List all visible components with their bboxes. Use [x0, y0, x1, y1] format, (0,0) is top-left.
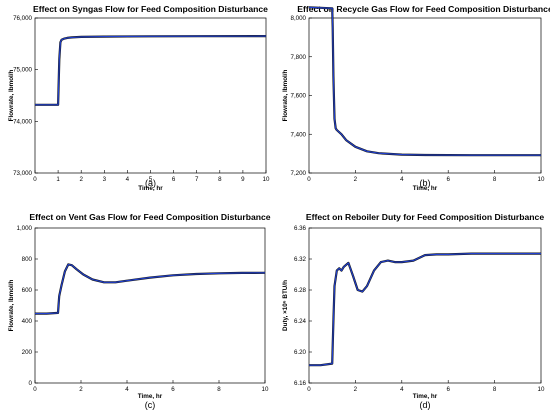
x-tick-label: 0 [307, 386, 311, 393]
y-tick-label: 200 [22, 349, 33, 356]
x-axis-label: Time, hr [138, 393, 163, 400]
series-line-outline [309, 252, 541, 367]
y-tick-label: 0 [29, 380, 33, 387]
x-tick-label: 6 [446, 176, 450, 183]
y-tick-label: 8,000 [291, 15, 307, 22]
panel-label: (d) [420, 400, 431, 410]
chart-title: Effect on Vent Gas Flow for Feed Composi… [29, 212, 270, 222]
x-tick-label: 6 [172, 176, 176, 183]
x-tick-label: 4 [400, 176, 404, 183]
x-tick-label: 8 [217, 386, 221, 393]
chart-title: Effect on Recycle Gas Flow for Feed Comp… [297, 4, 550, 14]
x-tick-label: 8 [218, 176, 222, 183]
y-tick-label: 7,400 [291, 131, 307, 138]
series-line [308, 6, 541, 156]
x-axis-label: Time, hr [413, 185, 438, 192]
x-tick-label: 8 [493, 386, 497, 393]
plot-frame [308, 227, 542, 384]
chart-title: Effect on Reboiler Duty for Feed Composi… [306, 212, 544, 222]
series-line [35, 35, 267, 106]
x-axis-label: Time, hr [138, 185, 163, 192]
plot-frame [34, 227, 266, 384]
y-tick-label: 74,000 [13, 118, 32, 125]
y-tick-label: 6.24 [294, 318, 307, 325]
x-tick-label: 10 [538, 386, 545, 393]
x-tick-label: 8 [493, 176, 497, 183]
x-tick-label: 2 [354, 386, 358, 393]
x-tick-label: 9 [241, 176, 245, 183]
y-tick-label: 75,000 [13, 67, 32, 74]
x-tick-label: 2 [79, 176, 83, 183]
y-tick-label: 6.32 [294, 256, 307, 263]
series-line [35, 263, 266, 315]
x-tick-label: 5 [149, 176, 153, 183]
panel-label: (a) [145, 178, 156, 188]
y-tick-label: 6.28 [294, 287, 307, 294]
x-tick-label: 2 [354, 176, 358, 183]
panel-label: (b) [420, 178, 431, 188]
y-tick-label: 600 [22, 287, 33, 294]
x-tick-label: 10 [262, 386, 269, 393]
x-tick-label: 0 [33, 386, 37, 393]
series-line-outline [35, 263, 266, 315]
x-tick-label: 4 [126, 176, 130, 183]
x-tick-label: 6 [446, 386, 450, 393]
y-tick-label: 73,000 [13, 170, 32, 177]
series-line [309, 253, 541, 366]
y-tick-label: 800 [22, 256, 33, 263]
y-tick-label: 7,800 [291, 54, 307, 61]
x-tick-label: 6 [171, 386, 175, 393]
chart-panel-1: Effect on Syngas Flow for Feed Compositi… [8, 4, 270, 192]
y-tick-label: 7,200 [291, 170, 307, 177]
y-tick-label: 1,000 [17, 225, 33, 232]
x-tick-label: 2 [79, 386, 83, 393]
x-tick-label: 7 [195, 176, 199, 183]
panel-label: (c) [145, 400, 156, 410]
x-tick-label: 1 [56, 176, 60, 183]
series-line-outline [308, 6, 541, 157]
y-tick-label: 6.20 [294, 349, 307, 356]
chart-panel-2: Effect on Recycle Gas Flow for Feed Comp… [282, 4, 550, 192]
x-tick-label: 0 [307, 176, 311, 183]
y-tick-label: 76,000 [13, 15, 32, 22]
y-tick-label: 6.16 [294, 380, 307, 387]
y-axis-label: Flowrate, lbmol/h [8, 279, 15, 331]
y-axis-label: Duty, ×10⁶ BTU/h [282, 280, 289, 331]
chart-panel-3: Effect on Vent Gas Flow for Feed Composi… [8, 212, 271, 410]
y-axis-label: Flowrate, lbmol/h [282, 69, 289, 121]
x-tick-label: 3 [103, 176, 107, 183]
series-line-outline [35, 34, 267, 106]
chart-title: Effect on Syngas Flow for Feed Compositi… [33, 4, 268, 14]
x-tick-label: 4 [400, 386, 404, 393]
x-tick-label: 4 [125, 386, 129, 393]
plot-frame [308, 17, 542, 174]
y-tick-label: 7,600 [291, 93, 307, 100]
y-tick-label: 400 [22, 318, 33, 325]
y-tick-label: 6.36 [294, 225, 307, 232]
x-tick-label: 10 [538, 176, 545, 183]
x-tick-label: 10 [263, 176, 270, 183]
plot-frame [34, 17, 267, 174]
y-axis-label: Flowrate, lbmol/h [8, 69, 15, 121]
x-axis-label: Time, hr [413, 393, 438, 400]
chart-panel-4: Effect on Reboiler Duty for Feed Composi… [282, 212, 545, 410]
x-tick-label: 0 [33, 176, 37, 183]
